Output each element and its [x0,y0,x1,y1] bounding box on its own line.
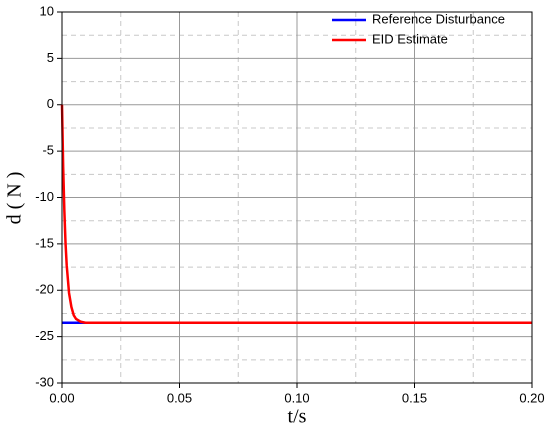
y-tick-label: -30 [35,374,54,389]
legend-label: EID Estimate [372,31,448,46]
y-tick-label: 0 [47,96,54,111]
plot-frame [61,11,533,384]
x-tick-label: 0.20 [519,390,544,405]
x-tick-label: 0.00 [49,390,74,405]
y-tick-label: -10 [35,189,54,204]
x-tick-label: 0.05 [167,390,192,405]
x-tick-label: 0.10 [284,390,309,405]
y-tick-label: -5 [42,143,54,158]
legend-label: Reference Disturbance [372,11,505,26]
y-tick-label: 5 [47,50,54,65]
x-axis-label: t/s [288,406,307,428]
y-tick-label: -20 [35,282,54,297]
data-line [60,104,532,324]
y-tick-label: -15 [35,235,54,250]
x-tick-label: 0.15 [402,390,427,405]
y-tick-label: -25 [35,328,54,343]
y-axis-label: d ( N ) [4,172,26,225]
y-tick-label: 10 [40,3,54,18]
